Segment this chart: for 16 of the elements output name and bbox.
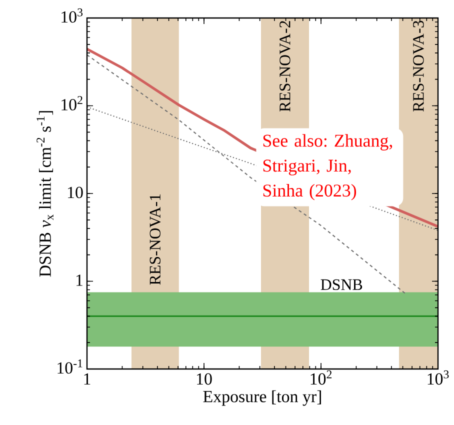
- band-label: RES-NOVA-3: [413, 20, 424, 112]
- x-tick-label: 1: [84, 373, 90, 385]
- band-label: RES-NOVA-1: [150, 194, 161, 285]
- x-axis-title: Exposure [ton yr]: [203, 390, 321, 406]
- y-tick-label: 1: [76, 274, 82, 286]
- x-tick-label: 10$^{3}$: [428, 370, 449, 385]
- y-tick-label: 10: [68, 186, 83, 198]
- y-axis-title: DSNB ν$_{x}$ limit [cm$^{-2}$ s$^{-1}$]: [36, 111, 54, 277]
- x-tick-label: 10$^{2}$: [310, 370, 332, 385]
- y-tick-label: 10$^{3}$: [62, 8, 83, 23]
- x-tick-label: 10: [197, 373, 212, 385]
- y-tick-label: 10$^{2}$: [62, 96, 82, 110]
- band-label: RES-NOVA-2: [280, 21, 290, 112]
- y-tick-label: 10$^{-1}$: [58, 359, 82, 374]
- band-label: DSNB: [320, 279, 362, 290]
- annotation: See also: Zhuang, Strigari, Jin, Sinha (2023): [263, 134, 392, 200]
